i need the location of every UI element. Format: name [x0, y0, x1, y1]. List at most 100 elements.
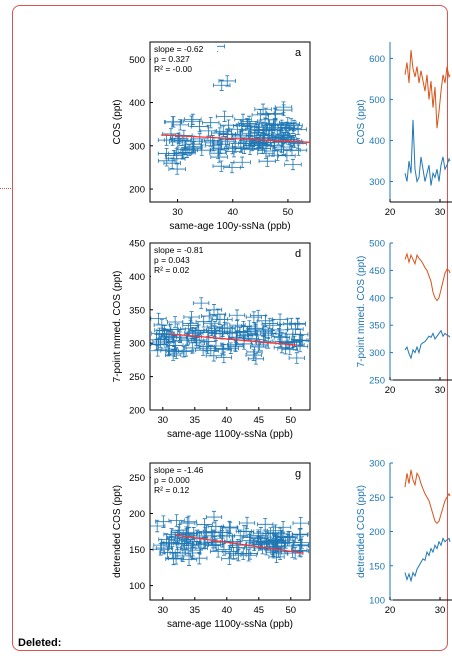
data-point [214, 526, 231, 539]
x-tick-label: 30 [435, 385, 446, 396]
series-line-blue [404, 329, 451, 360]
data-point [213, 79, 231, 91]
y-tick-label: 500 [369, 95, 385, 106]
stats-box [151, 464, 217, 500]
data-point [219, 119, 238, 131]
data-point [215, 110, 234, 122]
y-tick-label: 500 [369, 239, 385, 250]
data-point [193, 297, 210, 309]
data-point [234, 113, 252, 125]
data-point [228, 309, 246, 322]
y-tick-label: 150 [129, 545, 145, 556]
y-tick-label: 400 [369, 136, 385, 147]
panel-letter: g [295, 468, 301, 480]
panel-e: 250 300 350 400 450 500 20 30 7-point mmed. COS … [356, 239, 452, 396]
data-point [293, 536, 310, 549]
data-point [191, 552, 208, 565]
data-point [269, 133, 288, 145]
data-point [163, 157, 181, 169]
data-point [252, 536, 269, 550]
data-point [184, 113, 202, 125]
data-point [218, 75, 236, 87]
y-tick-label: 250 [369, 493, 385, 504]
x-tick-label: 30 [435, 605, 446, 616]
data-point [202, 344, 219, 357]
data-point [204, 140, 223, 152]
y-axis-label: detrended COS (ppt) [356, 485, 367, 578]
data-point [223, 128, 241, 140]
regression-line [161, 134, 310, 143]
data-point [209, 147, 227, 159]
data-point [269, 540, 286, 553]
x-tick-label: 40 [222, 605, 233, 616]
data-point [182, 539, 199, 552]
data-point [277, 121, 296, 133]
series-line-blue [404, 537, 451, 583]
data-point [210, 545, 227, 558]
x-tick-label: 45 [254, 415, 265, 426]
document-frame [12, 5, 448, 651]
data-point [275, 521, 292, 534]
x-axis-label: same-age 1100y-ssNa (ppb) [167, 429, 293, 440]
data-point [259, 114, 278, 126]
y-tick-label: 400 [129, 98, 145, 109]
panel-b: 300 400 500 600 20 30 COS (ppt) [356, 42, 452, 218]
y-tick-label: 450 [129, 239, 145, 250]
data-point [267, 533, 284, 546]
data-point [205, 304, 223, 316]
x-tick-label: 30 [158, 415, 169, 426]
data-point [191, 133, 209, 145]
data-point [158, 533, 175, 546]
data-point [215, 343, 232, 356]
data-point [182, 319, 199, 332]
data-point [257, 107, 275, 119]
data-point [171, 119, 189, 131]
data-point [254, 103, 272, 115]
data-point [203, 324, 220, 337]
data-point [284, 122, 302, 134]
data-point [257, 147, 275, 159]
data-point [245, 311, 262, 323]
data-point [227, 340, 244, 353]
data-point [178, 537, 195, 550]
data-point [184, 141, 202, 153]
data-point [257, 315, 274, 327]
stats-line: R² = 0.12 [154, 485, 189, 495]
y-tick-label: 250 [369, 376, 385, 387]
data-point [253, 136, 272, 149]
deleted-annotation: Deleted: [18, 637, 62, 649]
data-point [276, 124, 295, 136]
stats-line: p = 0.000 [154, 475, 190, 485]
data-point [165, 150, 183, 162]
data-point [242, 332, 260, 345]
data-point [235, 320, 252, 333]
data-point [167, 531, 184, 544]
y-tick-label: 350 [369, 321, 385, 332]
data-point [178, 345, 195, 357]
data-point [289, 318, 306, 330]
data-point [253, 142, 272, 155]
x-tick-label: 30 [435, 207, 446, 218]
y-tick-label: 150 [369, 561, 385, 572]
data-point [292, 516, 309, 530]
data-point [214, 325, 231, 337]
data-point [278, 150, 296, 162]
x-tick-label: 20 [385, 207, 396, 218]
data-point [183, 311, 200, 323]
data-point [180, 553, 198, 566]
y-axis-label: detrended COS (ppt) [112, 485, 123, 578]
data-point [156, 325, 173, 337]
data-point [184, 535, 201, 548]
axes-box [149, 41, 311, 203]
data-point [289, 137, 307, 150]
stats-box [151, 244, 217, 280]
data-point [178, 146, 196, 158]
data-point [260, 327, 277, 339]
data-point [234, 137, 253, 149]
data-point [292, 539, 309, 553]
data-point [221, 327, 238, 339]
data-point [272, 122, 290, 134]
panel-h: 100 150 200 250 300 20 30 detrended COS (ppt) [356, 459, 452, 616]
data-point [196, 518, 213, 531]
